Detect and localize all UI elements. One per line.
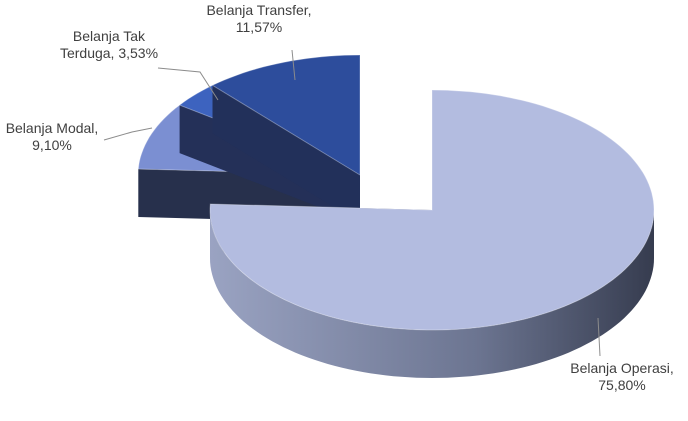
data-label: Belanja Transfer, 11,57% bbox=[206, 2, 312, 35]
slice bbox=[211, 54, 361, 176]
labels: Belanja Operasi, 75,80% Belanja Modal, 9,… bbox=[5, 2, 674, 393]
data-label: Belanja Modal, 9,10% bbox=[5, 120, 99, 153]
slice-wall bbox=[212, 85, 360, 223]
label-box: Belanja Tak Terduga, 3,53% bbox=[59, 28, 159, 61]
label-box: Belanja Operasi, 75,80% bbox=[570, 360, 674, 393]
label-box: Belanja Modal, 9,10% bbox=[5, 120, 99, 153]
leader-line bbox=[597, 317, 601, 357]
slice bbox=[209, 89, 655, 331]
leader-line bbox=[157, 67, 219, 101]
pie bbox=[137, 54, 655, 378]
label-box: Belanja Transfer, 11,57% bbox=[206, 2, 312, 35]
data-label: Belanja Tak Terduga, 3,53% bbox=[59, 28, 159, 61]
leader-line bbox=[103, 127, 153, 141]
slice-side bbox=[210, 210, 654, 378]
data-label: Belanja Operasi, 75,80% bbox=[570, 360, 674, 393]
leader-line bbox=[291, 49, 296, 81]
